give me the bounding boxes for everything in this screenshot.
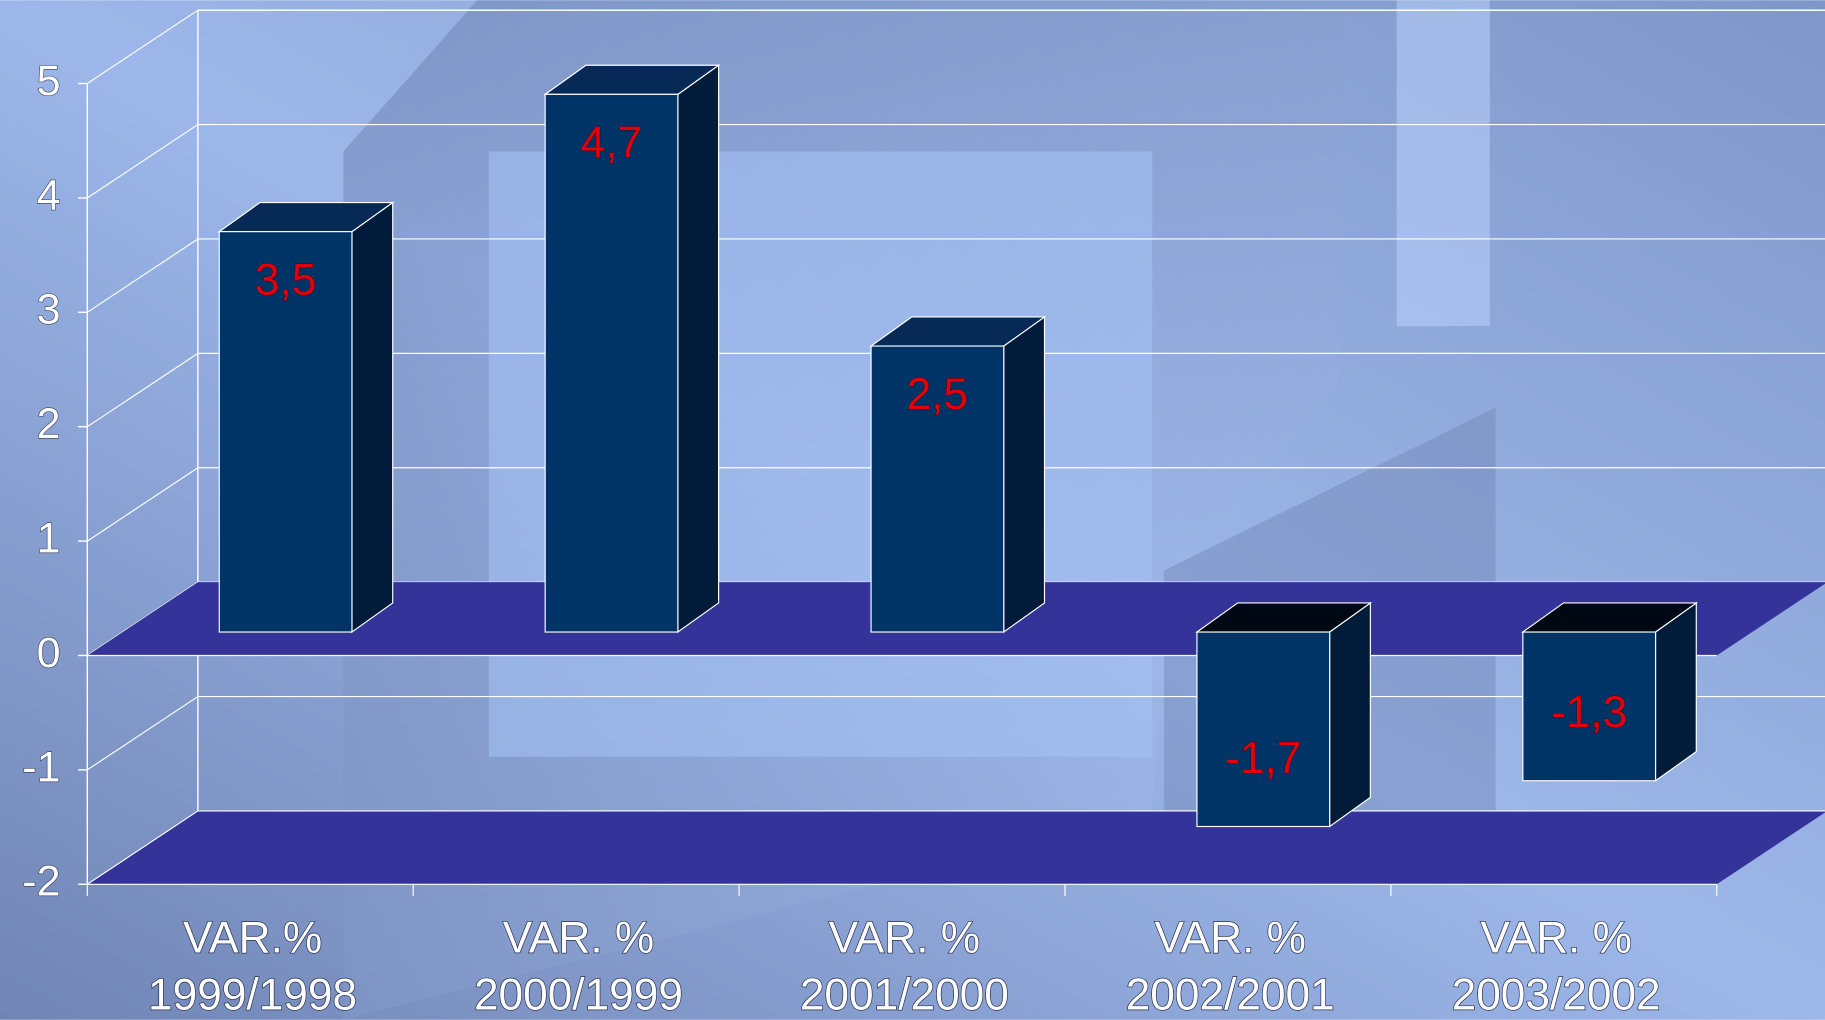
- floor: [87, 811, 1825, 884]
- bar: [1197, 632, 1330, 826]
- bar-side: [1656, 603, 1697, 781]
- x-tick-label: VAR. %: [1154, 913, 1306, 962]
- x-tick-label: 2002/2001: [1126, 970, 1335, 1019]
- x-tick-label: 2003/2002: [1452, 970, 1661, 1019]
- y-tick-label: 0: [37, 629, 61, 677]
- bar-side: [352, 203, 393, 632]
- bar-side: [1004, 317, 1045, 632]
- x-tick-label: VAR. %: [1480, 913, 1632, 962]
- chart: -2 -1 0 1 2 3 4 5 3,5 VAR.% 1999/1998 4,7 VAR. % 2000…: [0, 0, 1825, 1020]
- x-tick-label: 2000/1999: [474, 970, 683, 1019]
- y-tick-label: 5: [37, 57, 61, 105]
- y-tick-label: -2: [22, 858, 60, 906]
- page: {"chart_data": {"type": "bar3d", "catego…: [0, 0, 1825, 1020]
- x-tick-label: VAR. %: [503, 913, 655, 962]
- y-tick-label: 4: [37, 171, 61, 219]
- x-tick-label: 1999/1998: [148, 970, 357, 1019]
- value-label: -1,3: [1551, 688, 1627, 737]
- x-tick-label: 2001/2000: [800, 970, 1009, 1019]
- x-tick-label: VAR. %: [829, 913, 981, 962]
- y-tick-label: -1: [22, 743, 60, 791]
- y-tick-label: 2: [37, 400, 61, 448]
- y-tick-label: 3: [37, 286, 61, 334]
- value-label: 2,5: [907, 370, 968, 419]
- bar-side: [1330, 603, 1371, 827]
- value-label: -1,7: [1225, 734, 1301, 783]
- bar: [545, 94, 678, 632]
- x-tick-label: VAR.%: [183, 913, 322, 962]
- y-tick-label: 1: [37, 514, 61, 562]
- value-label: 3,5: [255, 256, 316, 305]
- bar-side: [678, 65, 719, 632]
- value-label: 4,7: [581, 118, 642, 167]
